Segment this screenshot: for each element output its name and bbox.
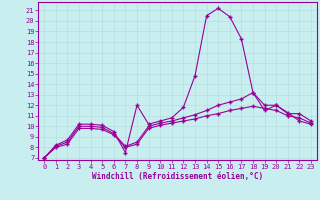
X-axis label: Windchill (Refroidissement éolien,°C): Windchill (Refroidissement éolien,°C) — [92, 172, 263, 181]
